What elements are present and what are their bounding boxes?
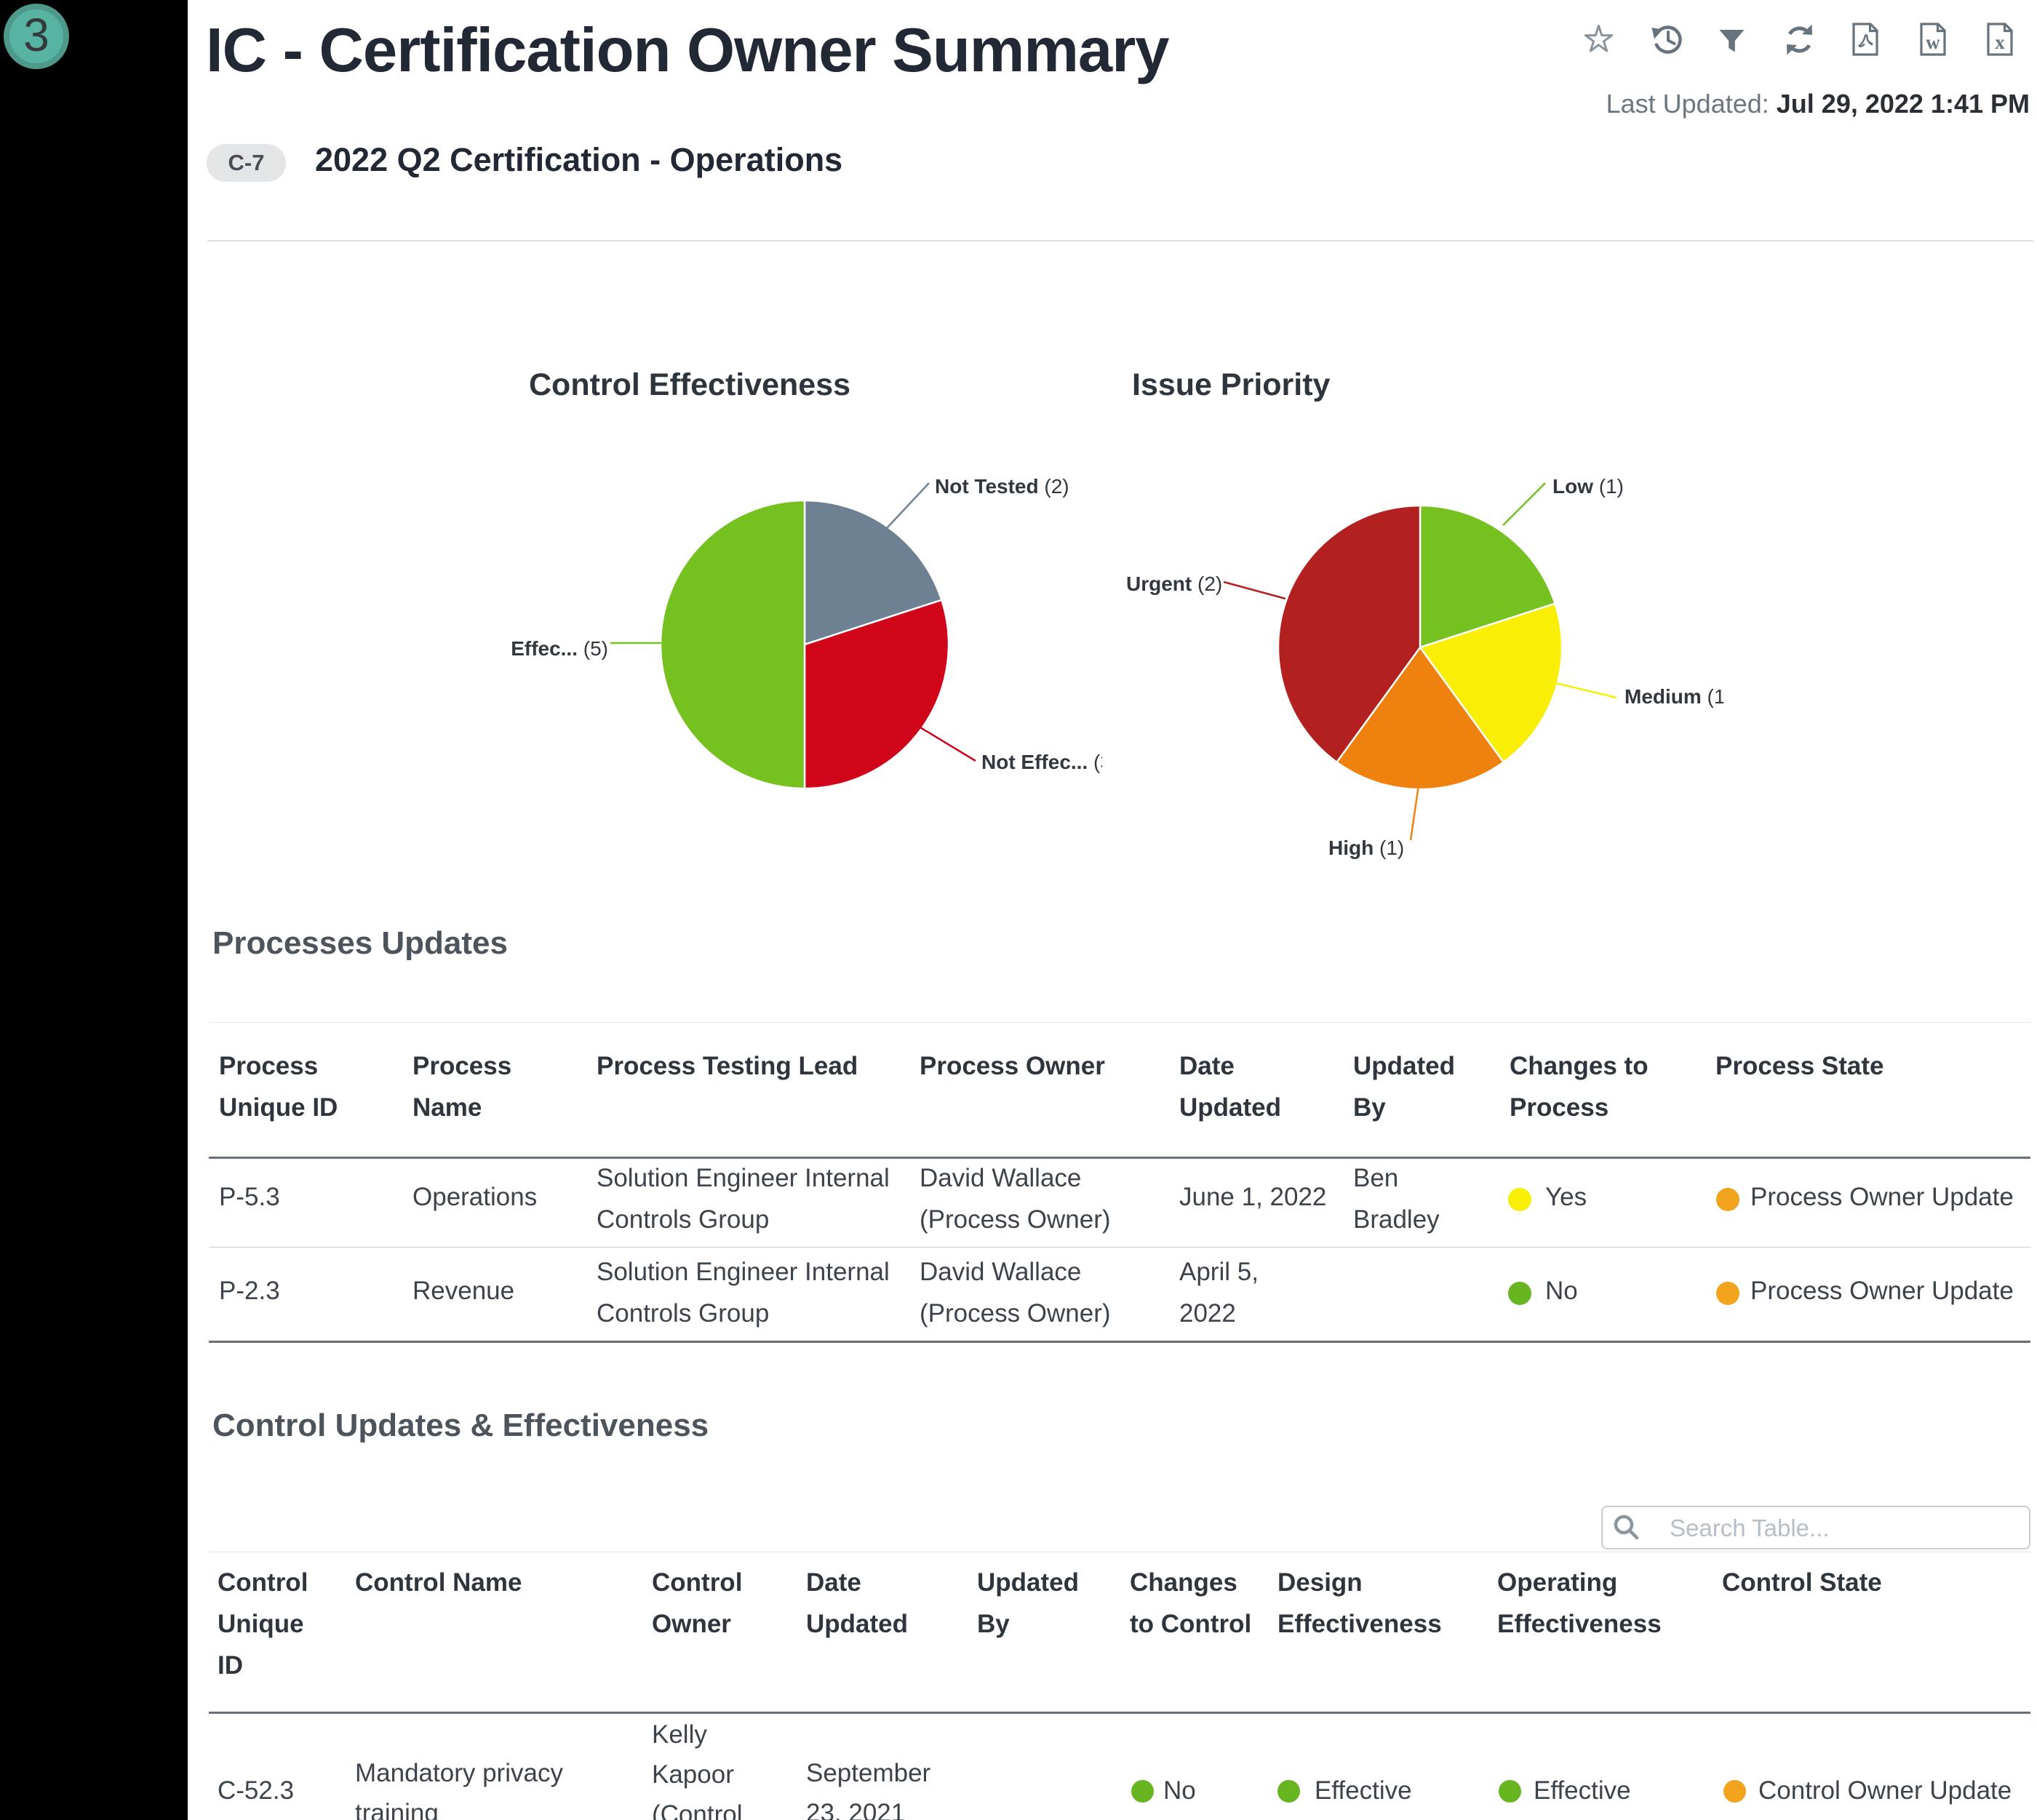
- svg-text:x: x: [1995, 31, 2005, 53]
- svg-text:w: w: [1926, 31, 1940, 53]
